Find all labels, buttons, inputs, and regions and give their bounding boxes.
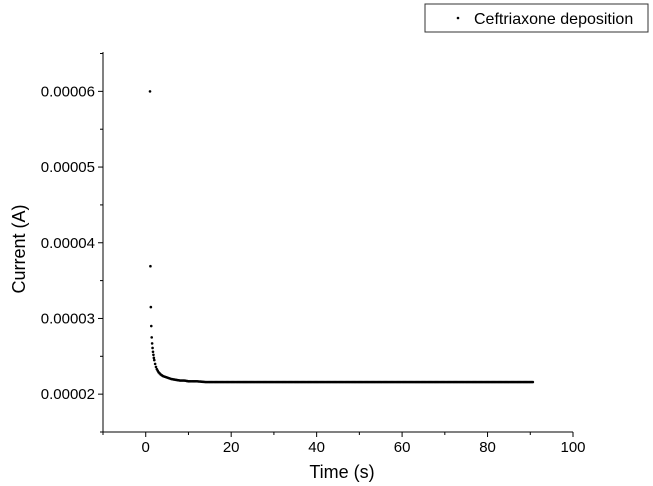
x-tick-label: 80 xyxy=(479,439,496,456)
x-tick-label: 40 xyxy=(308,439,325,456)
legend-label: Ceftriaxone deposition xyxy=(474,11,633,28)
plot-area: 0 20 40 60 80 100 0.00002 0.00003 0.00004 0.00005… xyxy=(41,52,586,456)
x-tick-label: 100 xyxy=(560,439,585,456)
data-point xyxy=(151,346,154,350)
data-point xyxy=(152,353,155,357)
y-tick-label: 0.00002 xyxy=(41,386,95,403)
legend-box xyxy=(424,3,649,33)
data-point xyxy=(152,358,156,362)
data-point xyxy=(148,90,152,93)
y-tick-label: 0.00004 xyxy=(41,235,95,252)
data-point xyxy=(153,362,157,366)
x-tick-label: 60 xyxy=(394,439,411,456)
data-point xyxy=(152,356,156,360)
legend-marker xyxy=(456,16,460,20)
data-point xyxy=(151,350,155,354)
y-tick-label: 0.00003 xyxy=(41,310,95,327)
data-point xyxy=(149,305,153,309)
data-point xyxy=(150,336,154,339)
data-point xyxy=(154,365,158,369)
y-tick-label: 0.00005 xyxy=(41,159,95,176)
x-tick-label: 20 xyxy=(223,439,240,456)
x-axis-title: Time (s) xyxy=(309,462,374,482)
legend: Ceftriaxone deposition xyxy=(424,3,649,33)
y-tick-label: 0.00006 xyxy=(41,83,95,100)
data-point xyxy=(150,342,154,345)
data-point xyxy=(149,264,152,268)
data-point xyxy=(531,380,535,384)
x-tick-label: 0 xyxy=(142,439,150,456)
y-axis-title: Current (A) xyxy=(9,204,29,293)
data-point xyxy=(149,324,153,328)
